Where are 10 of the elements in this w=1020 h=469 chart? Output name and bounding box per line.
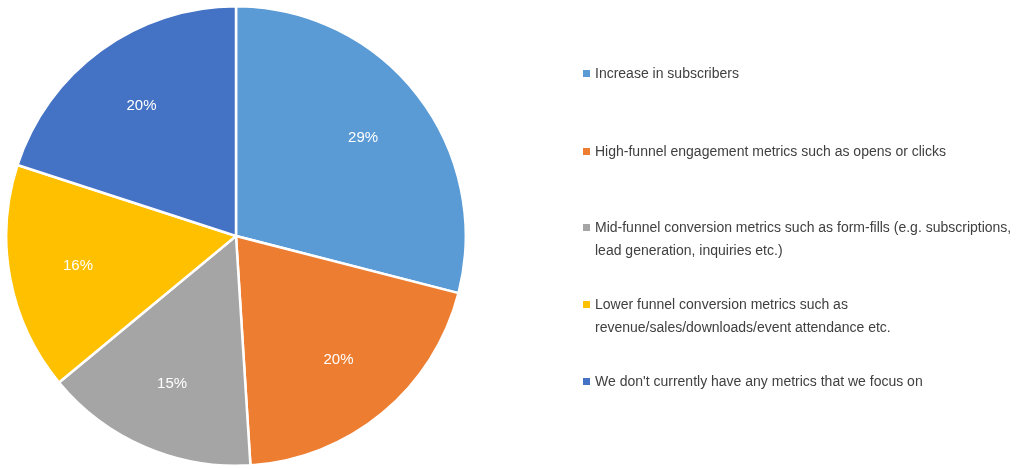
legend-label: We don't currently have any metrics that we focus on [595,372,923,391]
legend-label: High-funnel engagement metrics such as opens or clicks [595,142,946,161]
data-label: 20% [323,350,354,368]
data-label: 15% [157,373,188,391]
legend-label: Increase in subscribers [595,64,739,83]
data-label: 20% [126,96,157,114]
legend-label: Mid-funnel conversion metrics such as form-fills (e.g. subscriptions, lead generation, inquiries etc.) [595,218,1013,260]
data-label: 29% [348,127,379,145]
legend-label: Lower funnel conversion metrics such as revenue/sales/downloads/event attendance etc. [595,295,892,337]
data-label: 16% [63,256,94,274]
